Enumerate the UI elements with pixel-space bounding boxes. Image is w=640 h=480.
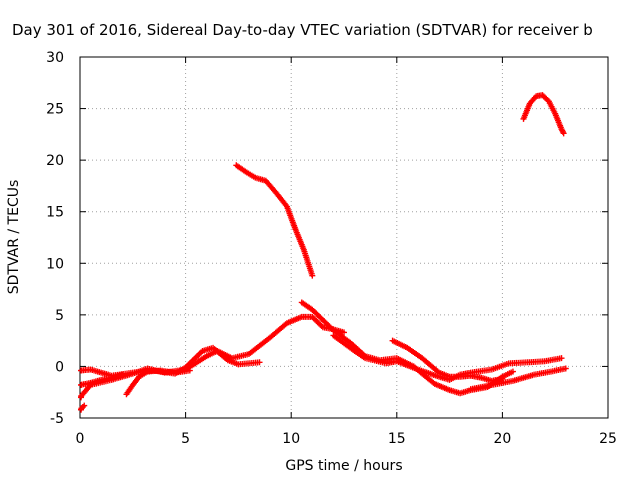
x-tick-label: 20 [493,431,511,447]
data-point [544,97,551,104]
series-arc-1 [78,313,347,401]
plot-frame [79,56,609,419]
y-axis-label: SDTVAR / TECUs [6,180,22,295]
y-tick-label: 30 [46,50,64,66]
grid [80,57,608,418]
data-points [78,92,569,413]
data-point [341,329,347,336]
series-arc-9 [467,365,569,393]
y-tick-label: 25 [46,102,64,118]
x-tick-label: 5 [181,431,190,447]
y-tick-label: 0 [55,359,64,375]
data-point [558,355,565,362]
data-point [499,375,506,382]
x-axis: 0 5 10 15 20 25 [76,57,617,447]
data-point [186,367,193,374]
y-tick-label: -5 [50,411,64,427]
series-arc-high-evening [520,92,567,137]
y-axis: -5 0 5 10 15 20 25 30 [46,50,608,427]
x-tick-label: 25 [599,431,617,447]
y-tick-label: 5 [55,308,64,324]
data-point [119,371,126,378]
series-arc-8 [389,337,506,384]
series-arc-4 [78,402,88,413]
x-tick-label: 0 [76,431,85,447]
data-point [81,402,88,409]
series-arc-2 [78,344,263,379]
x-tick-label: 15 [388,431,406,447]
series-arc-5 [123,367,193,398]
data-point [309,272,316,279]
data-point [509,368,516,375]
x-axis-label: GPS time / hours [285,458,402,474]
chart-title: Day 301 of 2016, Sidereal Day-to-day VTE… [12,21,593,39]
y-tick-label: 10 [46,256,64,272]
data-point [256,359,263,366]
y-tick-label: 15 [46,205,64,221]
x-tick-label: 10 [282,431,300,447]
series-arc-3 [78,371,126,388]
series-arc-descending [233,162,316,279]
data-point [562,365,569,372]
data-point [560,130,567,137]
y-tick-label: 20 [46,153,64,169]
